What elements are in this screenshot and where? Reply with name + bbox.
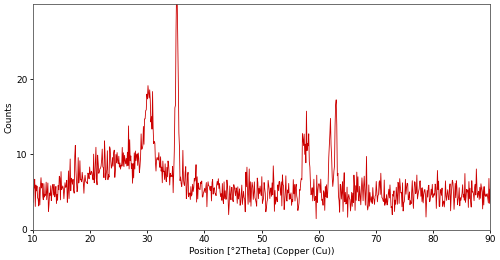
X-axis label: Position [°2Theta] (Copper (Cu)): Position [°2Theta] (Copper (Cu))	[189, 247, 334, 256]
Y-axis label: Counts: Counts	[4, 101, 13, 133]
